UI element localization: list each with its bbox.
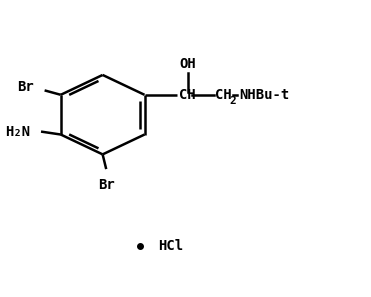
Text: NHBu-t: NHBu-t [239, 88, 289, 102]
Text: Br: Br [98, 178, 115, 192]
Text: 2: 2 [229, 96, 236, 106]
Text: CH: CH [216, 88, 232, 102]
Text: OH: OH [179, 57, 196, 71]
Text: CH: CH [178, 88, 195, 102]
Text: HCl: HCl [158, 238, 183, 252]
Text: Br: Br [17, 80, 34, 94]
Text: H₂N: H₂N [5, 124, 30, 139]
